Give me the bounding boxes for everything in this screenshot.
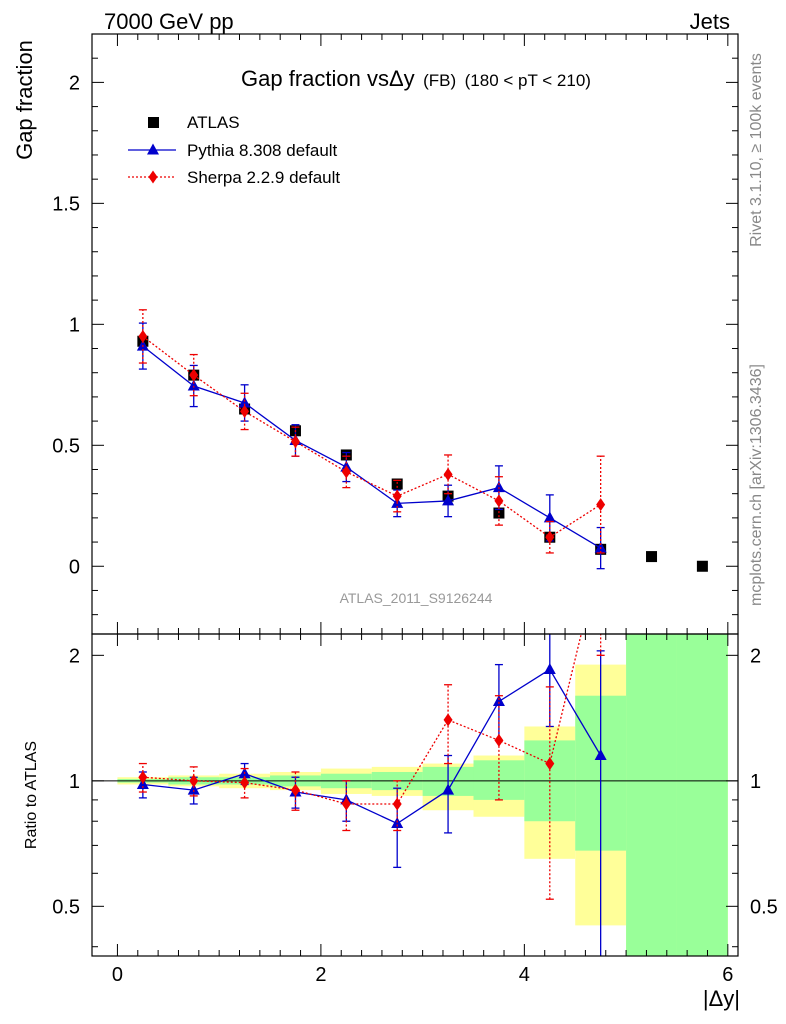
pythia-ratio-point xyxy=(187,783,200,795)
x-tick-label: 2 xyxy=(315,964,326,986)
sherpa-ratio-point xyxy=(341,797,351,811)
y-tick-label: 1.5 xyxy=(52,193,80,215)
sherpa-ratio-point xyxy=(240,776,250,790)
main-panel xyxy=(136,309,708,572)
legend: ATLAS Pythia 8.308 default Sherpa 2.2.9 … xyxy=(128,113,340,187)
legend-sherpa-label: Sherpa 2.2.9 default xyxy=(187,168,340,187)
sherpa-ratio-point xyxy=(189,774,199,788)
sherpa-point xyxy=(392,489,402,503)
pythia-point xyxy=(238,396,251,408)
sherpa-point xyxy=(290,435,300,449)
mcplots-label: mcplots.cern.ch [arXiv:1306.3436] xyxy=(748,364,765,606)
sherpa-point xyxy=(443,467,453,481)
x-axis-title: |Δy| xyxy=(703,986,740,1011)
pythia-point xyxy=(442,494,455,506)
sherpa-point xyxy=(494,494,504,508)
x-tick-label: 0 xyxy=(112,964,123,986)
ratio-tick-label: 0.5 xyxy=(52,896,80,918)
sherpa-point xyxy=(138,329,148,343)
legend-sherpa-marker xyxy=(148,170,158,184)
y-tick-label: 0 xyxy=(69,556,80,578)
sherpa-ratio-point xyxy=(290,783,300,797)
x-tick-label: 4 xyxy=(519,964,530,986)
sherpa-point xyxy=(240,404,250,418)
sherpa-line xyxy=(142,335,602,539)
pythia-point xyxy=(492,481,505,493)
ratio-tick-label-right: 2 xyxy=(750,645,761,667)
legend-pythia-marker xyxy=(147,143,159,155)
sherpa-point xyxy=(596,498,606,512)
analysis-label: ATLAS_2011_S9126244 xyxy=(340,590,493,606)
ratio-panel xyxy=(92,634,738,956)
y-tick-label: 0.5 xyxy=(52,435,80,457)
pythia-ratio-point xyxy=(543,662,556,674)
sherpa-ratio-point xyxy=(545,757,555,771)
y-tick-label: 1 xyxy=(69,314,80,336)
pythia-ratio-point xyxy=(594,749,607,761)
ratio-band-inner xyxy=(626,634,677,956)
rivet-label: Rivet 3.1.10, ≥ 100k events xyxy=(748,53,765,247)
legend-pythia-label: Pythia 8.308 default xyxy=(187,141,338,160)
legend-atlas-marker xyxy=(148,117,159,128)
ratio-band-inner xyxy=(676,634,728,956)
atlas-point xyxy=(391,478,403,490)
sherpa-point xyxy=(341,465,351,479)
ratio-tick-label-right: 1 xyxy=(750,771,761,793)
sherpa-ratio-point xyxy=(443,713,453,727)
title-cut: (180 < pT < 210) xyxy=(465,71,591,90)
y-axis-title: Gap fraction xyxy=(12,40,37,160)
sherpa-ratio-point xyxy=(138,770,148,784)
atlas-point xyxy=(696,560,708,572)
energy-label: 7000 GeV pp xyxy=(104,9,234,34)
ratio-tick-label-right: 0.5 xyxy=(750,896,778,918)
pythia-ratio-point xyxy=(442,783,455,795)
ratio-tick-label: 2 xyxy=(69,645,80,667)
process-label: Jets xyxy=(690,9,730,34)
pythia-point xyxy=(187,379,200,391)
sherpa-point xyxy=(189,368,199,382)
title-fb: (FB) xyxy=(423,71,456,90)
ratio-axis-title: Ratio to ATLAS xyxy=(23,741,40,849)
ratio-frame xyxy=(91,633,739,957)
pythia-point xyxy=(543,511,556,523)
y-tick-label: 2 xyxy=(69,72,80,94)
sherpa-ratio-line xyxy=(142,634,582,805)
pythia-ratio-point xyxy=(492,694,505,706)
atlas-point xyxy=(646,551,658,563)
sherpa-ratio-point xyxy=(392,797,402,811)
x-tick-label: 6 xyxy=(722,964,733,986)
axes: 0 2 4 6 0 0.5 1 1.5 2 0.5 0.5 1 1 2 2 xyxy=(52,33,778,986)
title-main: Gap fraction vsΔy xyxy=(241,66,415,91)
ratio-tick-label: 1 xyxy=(69,771,80,793)
pythia-line xyxy=(142,345,601,549)
sherpa-point xyxy=(545,530,555,544)
sherpa-ratio-point xyxy=(494,733,504,747)
chart-title: Gap fraction vsΔy (FB) (180 < pT < 210) xyxy=(241,66,591,91)
legend-atlas-label: ATLAS xyxy=(187,113,240,132)
